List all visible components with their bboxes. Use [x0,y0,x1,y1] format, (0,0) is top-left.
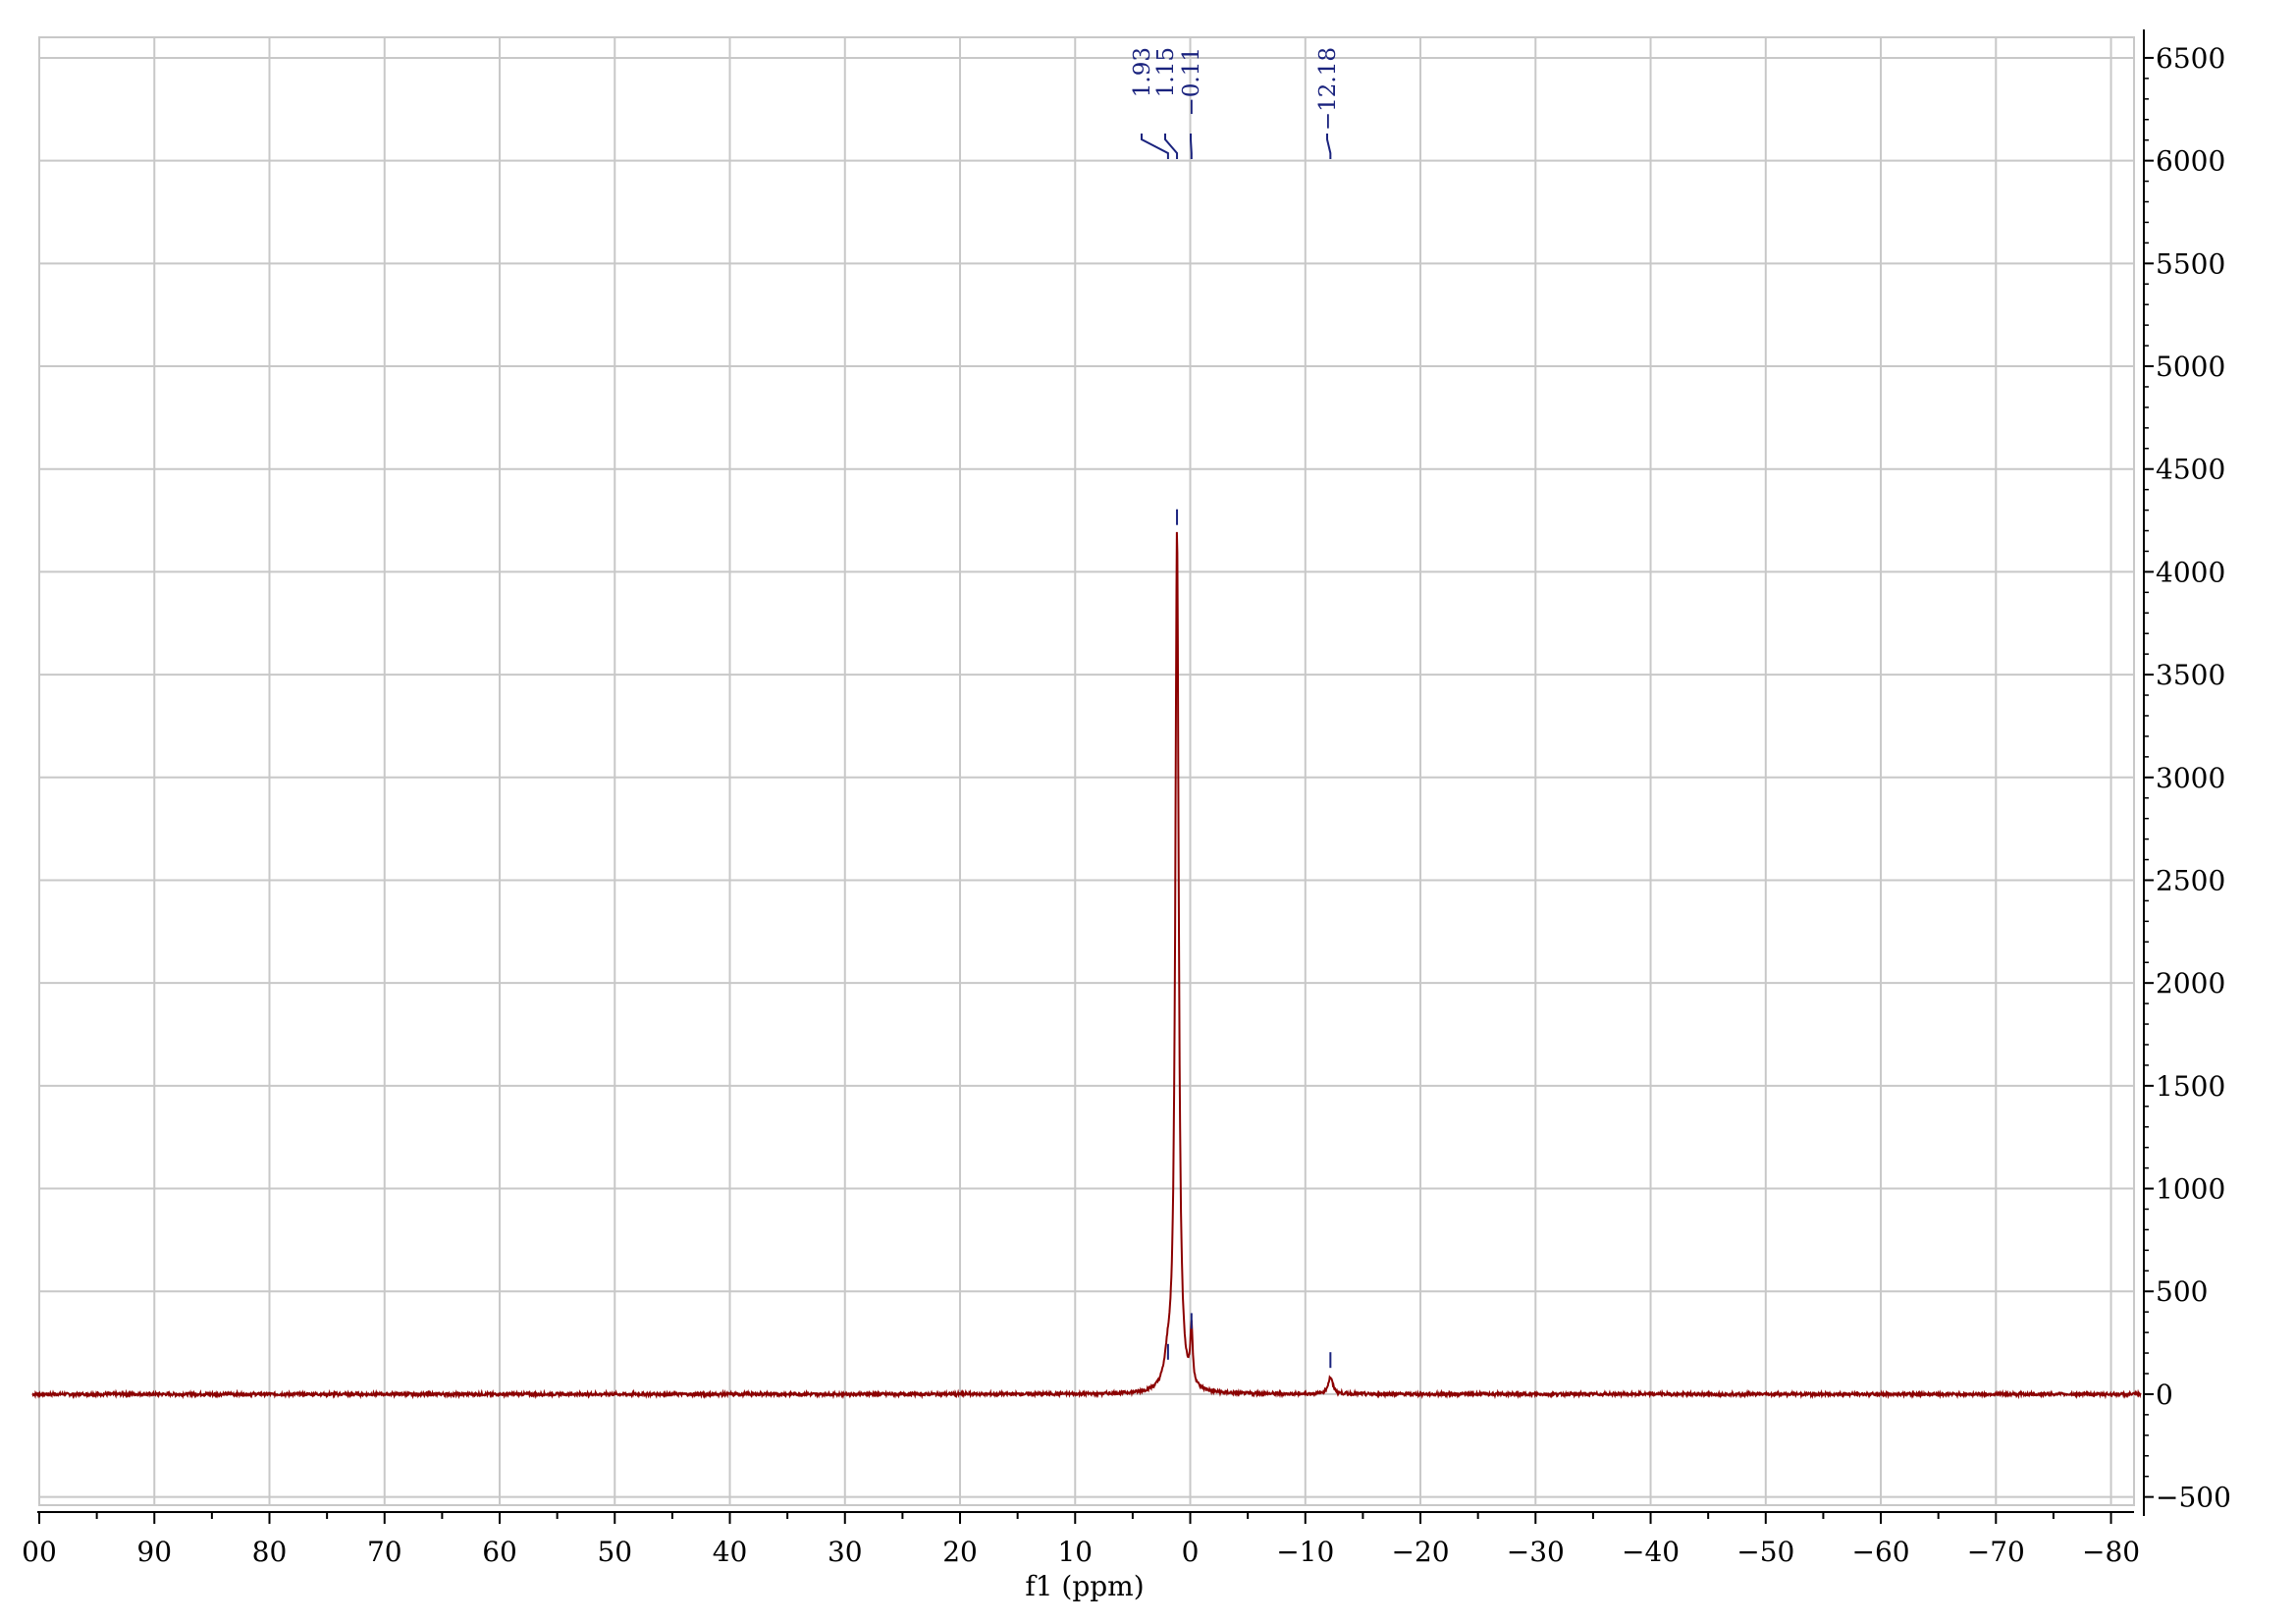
y-axis: 6500600055005000450040003500300025002000… [2143,29,2231,1516]
x-tick-label: 50 [597,1536,632,1568]
y-tick-label: 4000 [2156,556,2225,588]
x-tick-label: −50 [1736,1536,1794,1568]
x-tick-label: −70 [1967,1536,2025,1568]
x-tick-label: 00 [22,1536,57,1568]
spectrum-series-layer [31,509,2142,1400]
x-tick-label: 80 [252,1536,288,1568]
peak-label-connector [1326,134,1332,159]
plot-frame [38,36,2135,1506]
y-tick-label: 6500 [2156,42,2225,75]
x-tick-label: 60 [482,1536,517,1568]
y-tick-label: 500 [2156,1275,2208,1308]
y-tick-label: 6000 [2156,145,2225,178]
peak-label: 1.15 [1153,47,1179,97]
y-tick-label: −500 [2156,1482,2231,1514]
peak-label-connector [1190,134,1193,159]
x-tick-label: 20 [942,1536,978,1568]
peak-label: 1.93 [1130,47,1155,97]
peak-label: −12.18 [1315,47,1341,131]
y-tick-label: 1000 [2156,1173,2225,1206]
x-tick-label: −40 [1622,1536,1680,1568]
x-axis: 00 90 80 70 60 50 40 30 20 10 0 −10 −20 −30 −40 −50 −60 −… [22,1511,2140,1568]
y-tick-label: 2500 [2156,864,2225,896]
peak-label-connector [1164,134,1179,159]
x-tick-label: −60 [1851,1536,1909,1568]
x-tick-label: 0 [1182,1536,1200,1568]
peak-label: −0.11 [1179,47,1204,116]
y-tick-label: 2000 [2156,967,2225,1000]
y-tick-label: 5500 [2156,247,2225,280]
peak-labels: 1.931.15 −0.11 −12.18 [1130,47,1341,159]
x-tick-label: −30 [1507,1536,1565,1568]
x-tick-label: 40 [713,1536,748,1568]
x-tick-label: 10 [1057,1536,1093,1568]
x-axis-title: f1 (ppm) [1025,1570,1144,1602]
x-tick-label: −80 [2082,1536,2140,1568]
spectrum-line [31,531,2142,1400]
y-tick-label: 5000 [2156,351,2225,383]
peak-label-connector [1141,134,1169,159]
y-tick-label: 1500 [2156,1070,2225,1103]
y-tick-label: 3500 [2156,659,2225,691]
x-tick-label: 70 [367,1536,402,1568]
y-tick-label: 3000 [2156,762,2225,794]
y-tick-label: 4500 [2156,454,2225,486]
grid-lines [38,37,2134,1505]
x-tick-label: −10 [1276,1536,1334,1568]
x-tick-label: −20 [1391,1536,1449,1568]
y-tick-label: 0 [2156,1379,2173,1411]
x-tick-label: 30 [828,1536,863,1568]
x-tick-label: 90 [136,1536,172,1568]
